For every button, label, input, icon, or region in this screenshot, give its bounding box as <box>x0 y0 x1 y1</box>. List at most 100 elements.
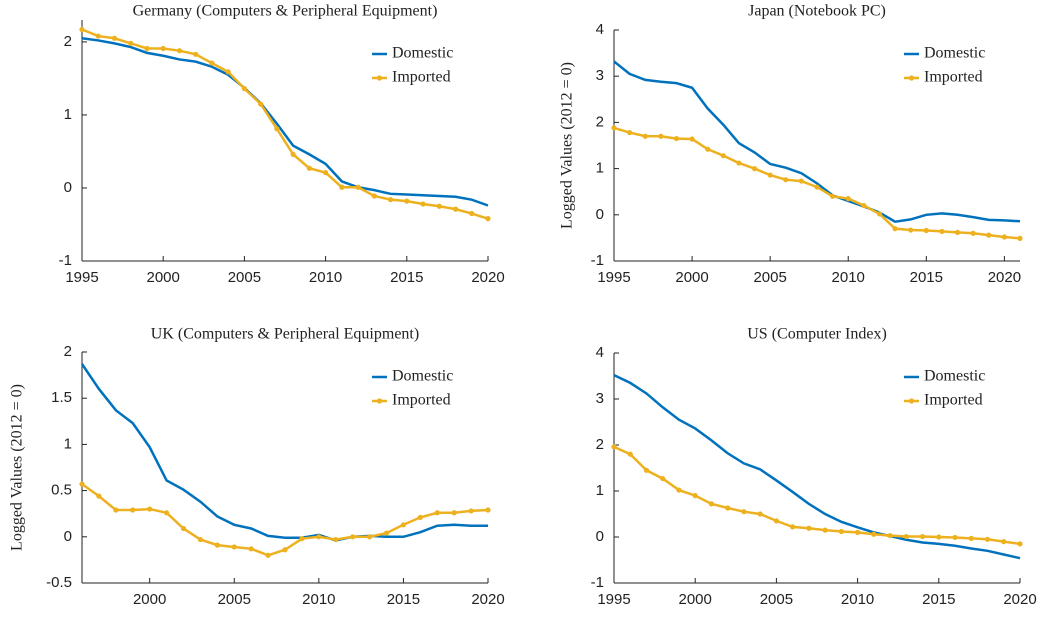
data-point <box>113 507 119 513</box>
data-line <box>80 363 488 542</box>
y-tick-label: 4 <box>596 344 604 361</box>
data-point <box>468 508 474 514</box>
data-point <box>299 536 305 542</box>
x-tick-label: 2010 <box>841 591 874 608</box>
data-point <box>417 514 423 520</box>
x-tick-label: 1995 <box>597 591 630 608</box>
data-point <box>658 133 664 139</box>
data-point <box>163 510 170 516</box>
y-tick-label: 3 <box>596 390 604 407</box>
data-point <box>366 534 373 540</box>
legend-marker <box>908 75 915 81</box>
data-point <box>798 178 804 184</box>
legend-marker <box>908 398 915 404</box>
data-point <box>887 533 893 539</box>
data-point <box>908 227 914 233</box>
data-point <box>954 229 961 235</box>
data-point <box>144 45 150 52</box>
data-point <box>79 26 85 33</box>
y-tick-label: 2 <box>596 113 604 130</box>
data-point <box>643 467 650 473</box>
y-tick-label: 0 <box>596 528 604 545</box>
x-tick-label: 1995 <box>597 269 630 286</box>
data-point <box>673 135 680 142</box>
data-point <box>952 534 958 541</box>
x-tick-label: 2000 <box>675 269 708 286</box>
y-tick-label: 2 <box>596 436 604 453</box>
data-point <box>757 511 763 517</box>
data-point <box>333 536 339 543</box>
data-line <box>81 483 489 557</box>
data-point <box>79 481 85 487</box>
data-line <box>613 373 1021 560</box>
data-point <box>355 184 361 190</box>
data-point <box>383 530 390 536</box>
legend-label: Domestic <box>924 45 985 62</box>
y-tick-label: -1 <box>59 252 72 269</box>
y-axis-label: Logged Values (2012 = 0) <box>559 62 576 229</box>
y-tick-label: 3 <box>596 67 604 84</box>
chart-title: Germany (Computers & Peripheral Equipmen… <box>133 3 438 20</box>
panel: US (Computer Index) -1 0 1 2 3 4 1995 2000 2005 20… <box>591 326 1037 608</box>
data-point <box>611 444 617 450</box>
data-point <box>160 45 166 52</box>
data-point <box>741 509 747 515</box>
data-point <box>130 507 136 513</box>
data-point <box>404 198 410 204</box>
x-tick-label: 2000 <box>679 591 712 608</box>
data-point <box>767 172 773 178</box>
data-point <box>282 547 288 553</box>
legend-label: Domestic <box>924 368 985 385</box>
data-point <box>814 184 820 190</box>
y-tick-label: 1 <box>64 106 72 123</box>
x-tick-label: 2010 <box>309 269 342 286</box>
y-axis-label: Logged Values (2012 = 0) <box>9 384 26 551</box>
chart-title: Japan (Notebook PC) <box>748 3 886 20</box>
data-point <box>128 40 134 46</box>
data-point <box>627 451 633 457</box>
y-tick-label: 0 <box>64 528 72 545</box>
data-point <box>919 533 926 540</box>
data-point <box>485 507 491 513</box>
data-point <box>725 505 731 511</box>
data-point <box>939 228 945 235</box>
data-point <box>1017 235 1023 241</box>
x-tick-label: 2015 <box>390 269 423 286</box>
data-point <box>258 101 264 107</box>
x-tick-label: 1995 <box>65 269 98 286</box>
panel: Japan (Notebook PC) Logged Values (2012 =… <box>559 3 1023 286</box>
x-tick-label: 2000 <box>133 591 166 608</box>
y-tick-label: -1 <box>591 252 604 269</box>
data-point <box>274 126 280 132</box>
data-point <box>751 166 758 172</box>
data-point <box>871 531 877 537</box>
data-point <box>611 125 617 131</box>
x-tick-label: 2020 <box>471 591 504 608</box>
legend-label: Domestic <box>392 368 453 385</box>
data-point <box>790 524 796 530</box>
x-tick-label: 2020 <box>471 269 504 286</box>
data-point <box>783 177 789 183</box>
data-point <box>420 201 426 207</box>
data-point <box>387 197 394 203</box>
data-point <box>705 146 711 152</box>
y-tick-label: 0 <box>64 179 72 196</box>
y-tick-label: 1.5 <box>51 389 72 406</box>
data-point <box>306 165 312 171</box>
data-point <box>970 230 976 236</box>
data-point <box>986 232 992 238</box>
data-point <box>225 69 231 75</box>
data-point <box>876 211 883 217</box>
data-point <box>339 184 345 190</box>
y-tick-label: -1 <box>591 574 604 591</box>
x-tick-label: 2005 <box>228 269 261 286</box>
data-point <box>451 510 457 516</box>
data-point <box>231 544 237 550</box>
data-point <box>892 226 898 232</box>
chart-title: US (Computer Index) <box>747 326 887 343</box>
data-point <box>248 546 254 552</box>
legend-label: Imported <box>392 392 451 409</box>
data-point <box>845 196 851 202</box>
data-point <box>861 202 867 209</box>
data-point <box>434 510 440 516</box>
